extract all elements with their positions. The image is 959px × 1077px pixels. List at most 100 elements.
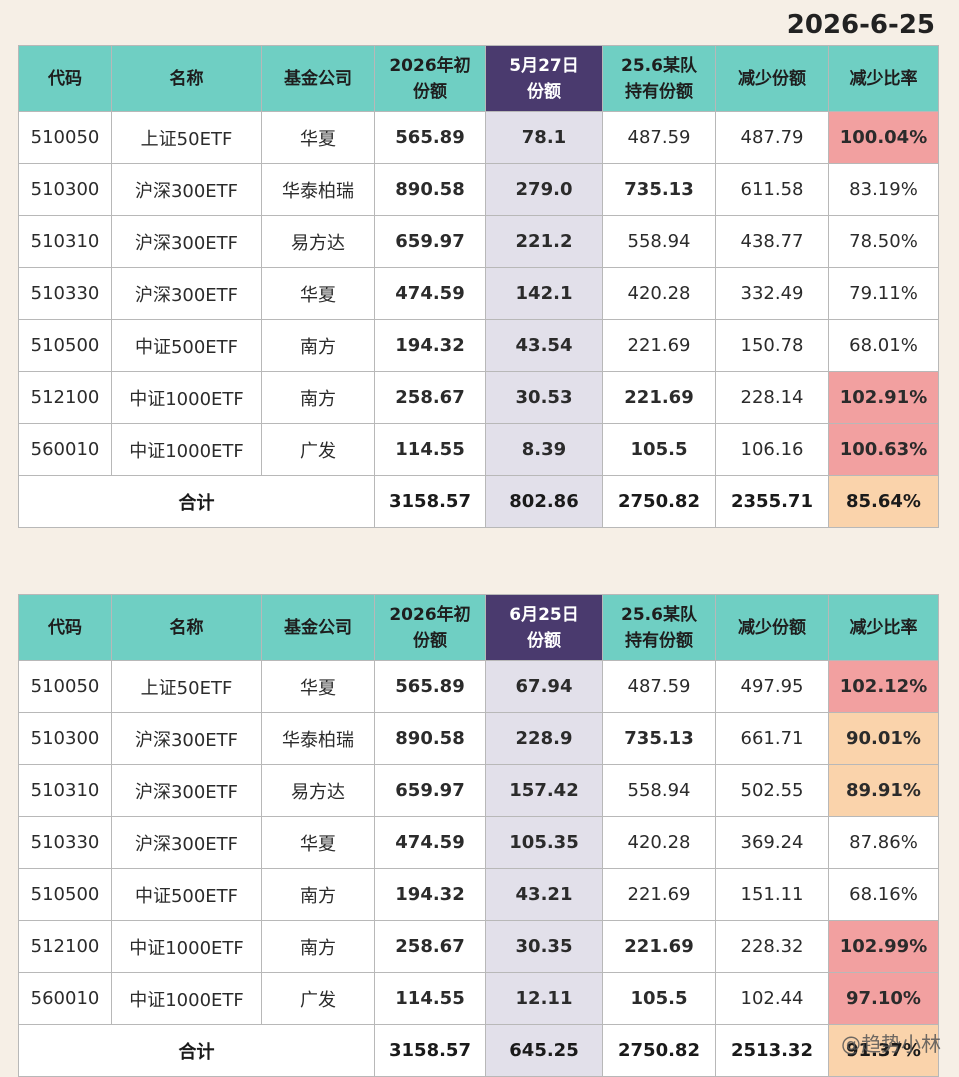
header-company: 基金公司 <box>261 594 375 661</box>
cell-name: 中证1000ETF <box>111 371 262 424</box>
cell-name: 沪深300ETF <box>111 267 262 320</box>
cell-reduction-ratio: 90.01% <box>828 712 939 765</box>
cell-name: 沪深300ETF <box>111 163 262 216</box>
header-initial-shares-line: 2026年初 <box>389 55 471 76</box>
cell-current-shares: 78.1 <box>485 111 603 164</box>
cell-company: 广发 <box>261 972 375 1025</box>
header-code: 代码 <box>18 594 112 661</box>
cell-current-shares: 30.35 <box>485 920 603 973</box>
total-current-shares: 802.86 <box>485 475 603 528</box>
cell-held-shares: 221.69 <box>602 371 716 424</box>
header-current-shares-line: 6月25日 <box>509 604 579 625</box>
table-row: 510300 沪深300ETF 华泰柏瑞 890.58 279.0 735.13 611.5… <box>18 163 939 216</box>
header-current-shares-line: 份额 <box>527 630 561 651</box>
cell-initial-shares: 659.97 <box>374 764 486 817</box>
cell-name: 中证1000ETF <box>111 972 262 1025</box>
header-held-shares-line: 持有份额 <box>625 630 693 651</box>
cell-current-shares: 279.0 <box>485 163 603 216</box>
table-row: 510050 上证50ETF 华夏 565.89 78.1 487.59 487.79 100… <box>18 111 939 164</box>
cell-current-shares: 8.39 <box>485 423 603 476</box>
cell-code: 510300 <box>18 712 112 765</box>
cell-code: 560010 <box>18 423 112 476</box>
total-label: 合计 <box>18 475 375 528</box>
total-current-shares: 645.25 <box>485 1024 603 1077</box>
header-held-shares-line: 25.6某队 <box>621 55 697 76</box>
cell-reduction-ratio: 97.10% <box>828 972 939 1025</box>
table-row: 510310 沪深300ETF 易方达 659.97 221.2 558.94 438.77… <box>18 215 939 268</box>
header-initial-shares-line: 份额 <box>413 630 447 651</box>
cell-name: 中证1000ETF <box>111 920 262 973</box>
cell-reduction-ratio: 100.63% <box>828 423 939 476</box>
cell-code: 510500 <box>18 319 112 372</box>
cell-initial-shares: 474.59 <box>374 816 486 869</box>
watermark: @趋势小林 <box>841 1032 941 1056</box>
etf-holdings-table-june: 代码 名称 基金公司 2026年初 份额 6月25日 份额 25.6某队 持有份额 减少份额 减少比… <box>18 594 939 1077</box>
cell-reduction-ratio: 100.04% <box>828 111 939 164</box>
total-reduction-ratio: 85.64% <box>828 475 939 528</box>
cell-initial-shares: 474.59 <box>374 267 486 320</box>
cell-held-shares: 735.13 <box>602 163 716 216</box>
header-company: 基金公司 <box>261 45 375 112</box>
header-initial-shares: 2026年初 份额 <box>374 45 486 112</box>
header-row: 代码 名称 基金公司 2026年初 份额 6月25日 份额 25.6某队 持有份额 减少份额 减少比… <box>18 594 939 661</box>
cell-held-shares: 221.69 <box>602 319 716 372</box>
total-held-shares: 2750.82 <box>602 1024 716 1077</box>
cell-reduced-shares: 487.79 <box>715 111 829 164</box>
header-initial-shares-line: 份额 <box>413 81 447 102</box>
cell-company: 华泰柏瑞 <box>261 712 375 765</box>
cell-code: 510050 <box>18 660 112 713</box>
cell-code: 510300 <box>18 163 112 216</box>
cell-initial-shares: 114.55 <box>374 423 486 476</box>
header-company-label: 基金公司 <box>284 617 352 638</box>
cell-reduction-ratio: 68.01% <box>828 319 939 372</box>
cell-held-shares: 420.28 <box>602 816 716 869</box>
cell-code: 512100 <box>18 371 112 424</box>
cell-reduced-shares: 102.44 <box>715 972 829 1025</box>
cell-reduced-shares: 332.49 <box>715 267 829 320</box>
header-reduced-shares: 减少份额 <box>715 594 829 661</box>
total-label: 合计 <box>18 1024 375 1077</box>
header-current-shares-line: 份额 <box>527 81 561 102</box>
cell-current-shares: 43.21 <box>485 868 603 921</box>
cell-reduction-ratio: 89.91% <box>828 764 939 817</box>
cell-company: 华泰柏瑞 <box>261 163 375 216</box>
cell-reduced-shares: 438.77 <box>715 215 829 268</box>
cell-company: 华夏 <box>261 660 375 713</box>
cell-reduced-shares: 106.16 <box>715 423 829 476</box>
cell-current-shares: 67.94 <box>485 660 603 713</box>
cell-company: 广发 <box>261 423 375 476</box>
cell-reduction-ratio: 79.11% <box>828 267 939 320</box>
cell-initial-shares: 659.97 <box>374 215 486 268</box>
cell-code: 560010 <box>18 972 112 1025</box>
report-date: 2026-6-25 <box>786 10 935 40</box>
total-reduced-shares: 2355.71 <box>715 475 829 528</box>
cell-reduced-shares: 611.58 <box>715 163 829 216</box>
etf-holdings-table-may: 代码 名称 基金公司 2026年初 份额 5月27日 份额 25.6某队 持有份额 减少份额 减少比… <box>18 45 939 528</box>
cell-reduction-ratio: 78.50% <box>828 215 939 268</box>
cell-company: 南方 <box>261 920 375 973</box>
cell-reduction-ratio: 87.86% <box>828 816 939 869</box>
cell-initial-shares: 114.55 <box>374 972 486 1025</box>
cell-reduced-shares: 661.71 <box>715 712 829 765</box>
table-row: 510050 上证50ETF 华夏 565.89 67.94 487.59 497.95 10… <box>18 660 939 713</box>
cell-company: 华夏 <box>261 816 375 869</box>
cell-current-shares: 142.1 <box>485 267 603 320</box>
cell-reduced-shares: 497.95 <box>715 660 829 713</box>
table-row: 510300 沪深300ETF 华泰柏瑞 890.58 228.9 735.13 661.7… <box>18 712 939 765</box>
header-name-label: 名称 <box>169 617 204 638</box>
header-name: 名称 <box>111 45 262 112</box>
header-reduced-shares-label: 减少份额 <box>738 617 806 638</box>
cell-current-shares: 228.9 <box>485 712 603 765</box>
table-row: 560010 中证1000ETF 广发 114.55 12.11 105.5 102.44 9… <box>18 972 939 1025</box>
cell-code: 512100 <box>18 920 112 973</box>
cell-name: 沪深300ETF <box>111 712 262 765</box>
cell-initial-shares: 565.89 <box>374 111 486 164</box>
header-name: 名称 <box>111 594 262 661</box>
cell-initial-shares: 258.67 <box>374 371 486 424</box>
cell-company: 易方达 <box>261 215 375 268</box>
cell-reduction-ratio: 102.99% <box>828 920 939 973</box>
cell-reduced-shares: 150.78 <box>715 319 829 372</box>
cell-company: 华夏 <box>261 267 375 320</box>
header-reduced-shares-label: 减少份额 <box>738 68 806 89</box>
header-reduction-ratio: 减少比率 <box>828 45 939 112</box>
